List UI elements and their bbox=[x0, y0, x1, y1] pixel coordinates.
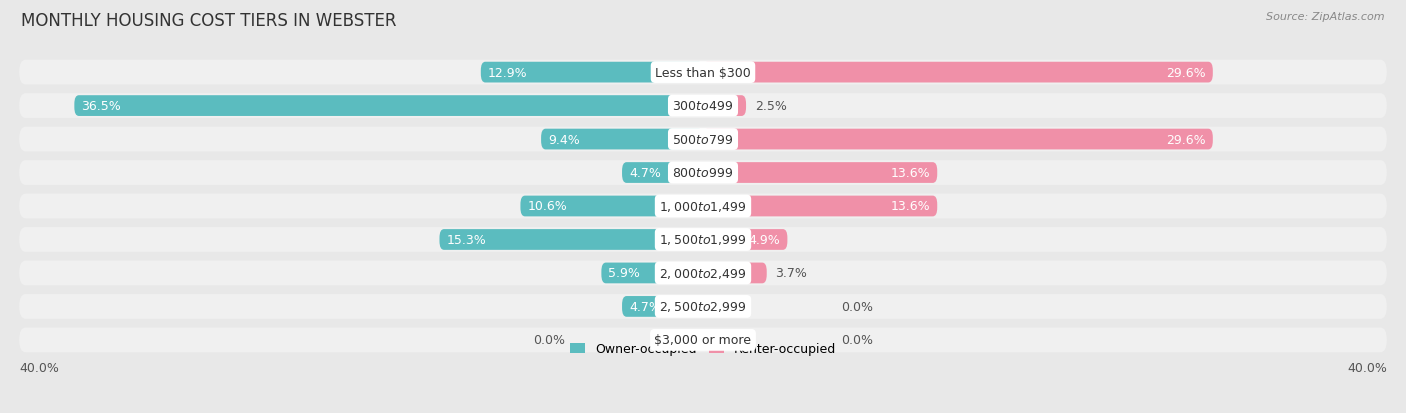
Text: 2.5%: 2.5% bbox=[755, 100, 786, 113]
FancyBboxPatch shape bbox=[20, 94, 1386, 119]
FancyBboxPatch shape bbox=[20, 261, 1386, 286]
FancyBboxPatch shape bbox=[602, 263, 703, 284]
Text: $1,000 to $1,499: $1,000 to $1,499 bbox=[659, 199, 747, 214]
Text: $2,500 to $2,999: $2,500 to $2,999 bbox=[659, 300, 747, 313]
FancyBboxPatch shape bbox=[703, 163, 938, 183]
Legend: Owner-occupied, Renter-occupied: Owner-occupied, Renter-occupied bbox=[565, 337, 841, 361]
FancyBboxPatch shape bbox=[20, 194, 1386, 219]
Text: 4.7%: 4.7% bbox=[628, 166, 661, 180]
Text: 13.6%: 13.6% bbox=[891, 200, 931, 213]
FancyBboxPatch shape bbox=[520, 196, 703, 217]
FancyBboxPatch shape bbox=[703, 230, 787, 250]
FancyBboxPatch shape bbox=[703, 263, 766, 284]
Text: 29.6%: 29.6% bbox=[1167, 66, 1206, 79]
Text: 40.0%: 40.0% bbox=[20, 361, 59, 374]
Text: $3,000 or more: $3,000 or more bbox=[655, 334, 751, 347]
Text: $1,500 to $1,999: $1,500 to $1,999 bbox=[659, 233, 747, 247]
Text: 4.7%: 4.7% bbox=[628, 300, 661, 313]
FancyBboxPatch shape bbox=[20, 228, 1386, 252]
FancyBboxPatch shape bbox=[20, 61, 1386, 85]
FancyBboxPatch shape bbox=[20, 294, 1386, 319]
FancyBboxPatch shape bbox=[703, 63, 1213, 83]
FancyBboxPatch shape bbox=[621, 163, 703, 183]
Text: 36.5%: 36.5% bbox=[82, 100, 121, 113]
Text: 12.9%: 12.9% bbox=[488, 66, 527, 79]
Text: 9.4%: 9.4% bbox=[548, 133, 579, 146]
FancyBboxPatch shape bbox=[541, 129, 703, 150]
Text: 13.6%: 13.6% bbox=[891, 166, 931, 180]
Text: 4.9%: 4.9% bbox=[749, 233, 780, 247]
Text: 40.0%: 40.0% bbox=[1347, 361, 1386, 374]
Text: $2,000 to $2,499: $2,000 to $2,499 bbox=[659, 266, 747, 280]
Text: 29.6%: 29.6% bbox=[1167, 133, 1206, 146]
Text: 15.3%: 15.3% bbox=[446, 233, 486, 247]
FancyBboxPatch shape bbox=[20, 161, 1386, 185]
Text: 5.9%: 5.9% bbox=[609, 267, 640, 280]
Text: $300 to $499: $300 to $499 bbox=[672, 100, 734, 113]
Text: 3.7%: 3.7% bbox=[775, 267, 807, 280]
FancyBboxPatch shape bbox=[75, 96, 703, 117]
Text: 0.0%: 0.0% bbox=[533, 334, 565, 347]
Text: Source: ZipAtlas.com: Source: ZipAtlas.com bbox=[1267, 12, 1385, 22]
Text: 10.6%: 10.6% bbox=[527, 200, 567, 213]
FancyBboxPatch shape bbox=[20, 328, 1386, 352]
Text: 0.0%: 0.0% bbox=[841, 300, 873, 313]
FancyBboxPatch shape bbox=[621, 296, 703, 317]
Text: Less than $300: Less than $300 bbox=[655, 66, 751, 79]
FancyBboxPatch shape bbox=[703, 129, 1213, 150]
Text: $500 to $799: $500 to $799 bbox=[672, 133, 734, 146]
Text: MONTHLY HOUSING COST TIERS IN WEBSTER: MONTHLY HOUSING COST TIERS IN WEBSTER bbox=[21, 12, 396, 30]
FancyBboxPatch shape bbox=[703, 196, 938, 217]
Text: $800 to $999: $800 to $999 bbox=[672, 166, 734, 180]
FancyBboxPatch shape bbox=[703, 96, 747, 117]
FancyBboxPatch shape bbox=[440, 230, 703, 250]
Text: 0.0%: 0.0% bbox=[841, 334, 873, 347]
FancyBboxPatch shape bbox=[20, 127, 1386, 152]
FancyBboxPatch shape bbox=[481, 63, 703, 83]
